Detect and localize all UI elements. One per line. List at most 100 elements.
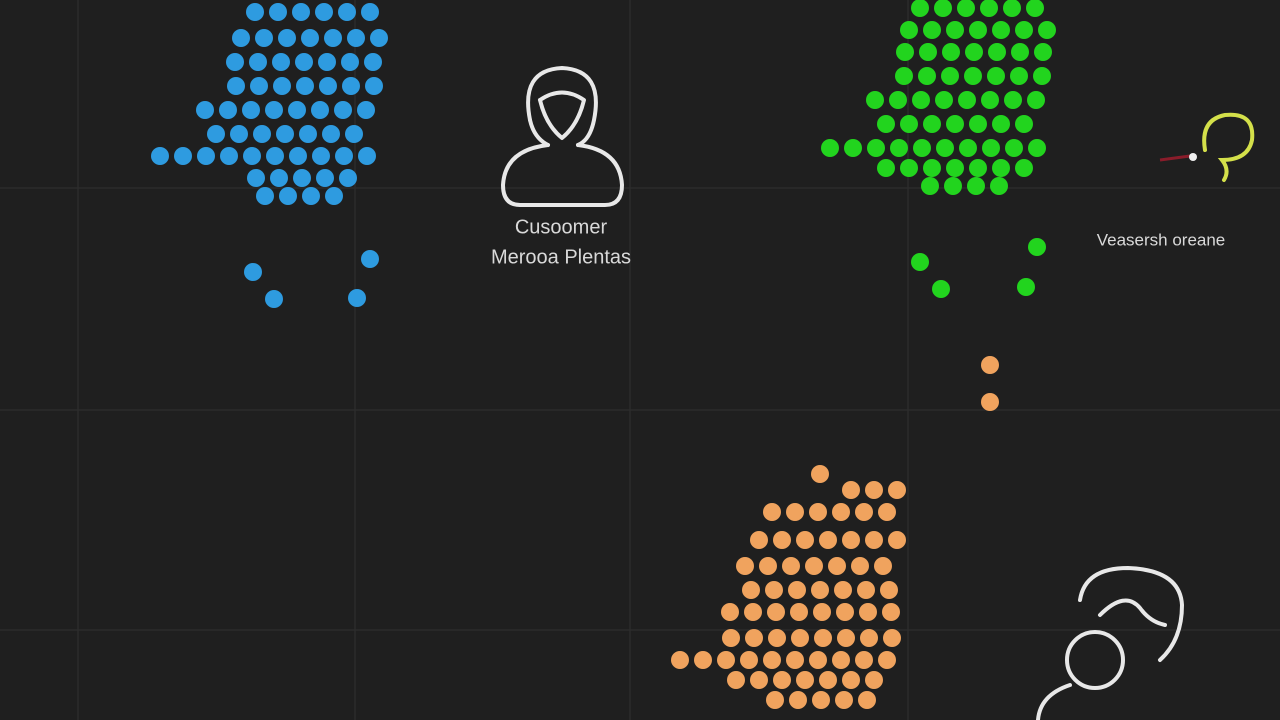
dot — [919, 43, 937, 61]
dot — [980, 0, 998, 17]
dot — [888, 481, 906, 499]
dot — [671, 651, 689, 669]
dot — [1026, 0, 1044, 17]
dot — [900, 21, 918, 39]
dot — [1038, 21, 1056, 39]
dot — [791, 629, 809, 647]
dot — [782, 557, 800, 575]
dot — [302, 187, 320, 205]
dot — [842, 671, 860, 689]
dot — [266, 147, 284, 165]
dot — [717, 651, 735, 669]
dot — [796, 671, 814, 689]
dot — [273, 77, 291, 95]
dot — [736, 557, 754, 575]
dot — [745, 629, 763, 647]
dot — [981, 91, 999, 109]
dot — [944, 177, 962, 195]
dot — [832, 503, 850, 521]
doodle — [1159, 112, 1255, 182]
dot — [866, 91, 884, 109]
dot — [967, 177, 985, 195]
dot — [867, 139, 885, 157]
dot — [811, 465, 829, 483]
dot — [934, 0, 952, 17]
dot — [265, 101, 283, 119]
dot — [345, 125, 363, 143]
dot — [969, 21, 987, 39]
dot — [316, 169, 334, 187]
dot — [1010, 67, 1028, 85]
dot — [923, 115, 941, 133]
dot — [981, 393, 999, 411]
dot — [197, 147, 215, 165]
dot — [365, 77, 383, 95]
dot — [918, 67, 936, 85]
dot — [311, 101, 329, 119]
dot — [361, 3, 379, 21]
dot — [766, 691, 784, 709]
dot — [750, 671, 768, 689]
dot — [913, 139, 931, 157]
dot — [855, 503, 873, 521]
dot — [855, 651, 873, 669]
dot — [860, 629, 878, 647]
dot — [312, 147, 330, 165]
dot — [835, 691, 853, 709]
dot — [773, 531, 791, 549]
dot — [255, 29, 273, 47]
dot — [196, 101, 214, 119]
dot — [722, 629, 740, 647]
dot — [265, 290, 283, 308]
dot — [992, 115, 1010, 133]
dot — [1028, 139, 1046, 157]
dot — [877, 159, 895, 177]
dot — [896, 43, 914, 61]
dot — [289, 147, 307, 165]
label: Cusoomer — [515, 216, 608, 238]
dot — [243, 147, 261, 165]
dot — [370, 29, 388, 47]
dot — [959, 139, 977, 157]
dot — [895, 67, 913, 85]
dot — [819, 671, 837, 689]
dot — [219, 101, 237, 119]
dot — [796, 531, 814, 549]
dot — [361, 250, 379, 268]
dot — [342, 77, 360, 95]
label: Veasersh oreane — [1097, 230, 1226, 249]
dot — [969, 115, 987, 133]
dot — [292, 3, 310, 21]
dot — [1005, 139, 1023, 157]
dot — [941, 67, 959, 85]
dot — [859, 603, 877, 621]
dot — [946, 159, 964, 177]
dot — [932, 280, 950, 298]
dot-clusters — [151, 0, 1056, 709]
dot — [322, 125, 340, 143]
dot — [878, 503, 896, 521]
dot — [858, 691, 876, 709]
dot — [987, 67, 1005, 85]
dot — [936, 139, 954, 157]
dot — [357, 101, 375, 119]
dot — [721, 603, 739, 621]
dot — [836, 603, 854, 621]
dot — [969, 159, 987, 177]
dot — [301, 29, 319, 47]
dot — [338, 3, 356, 21]
dot — [788, 581, 806, 599]
dot — [958, 91, 976, 109]
person-icon — [501, 66, 624, 207]
dot — [288, 101, 306, 119]
label: Merooa Plentas — [491, 246, 631, 268]
dot — [325, 187, 343, 205]
dot — [276, 125, 294, 143]
dot — [878, 651, 896, 669]
dot — [851, 557, 869, 575]
dot — [786, 503, 804, 521]
dot — [765, 581, 783, 599]
dot — [742, 581, 760, 599]
dot — [842, 481, 860, 499]
